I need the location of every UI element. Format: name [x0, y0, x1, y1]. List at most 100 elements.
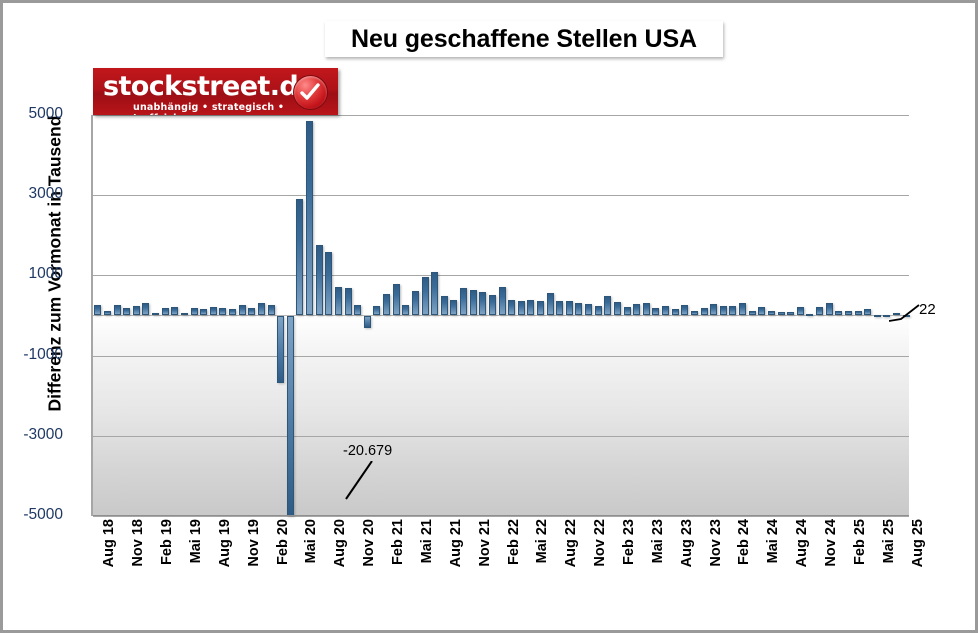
- x-axis-tick-label: Nov 21: [476, 519, 493, 567]
- bar: [873, 314, 881, 317]
- bar: [479, 291, 487, 316]
- bar: [325, 252, 333, 316]
- bar: [796, 306, 804, 316]
- bar: [123, 307, 131, 316]
- x-axis-tick-label: Mai 24: [765, 519, 782, 564]
- plot-area: [91, 115, 910, 517]
- bar: [161, 307, 169, 316]
- x-axis-tick-label: Nov 18: [130, 519, 147, 567]
- bar: [113, 304, 121, 316]
- bar: [710, 303, 718, 316]
- bar: [431, 271, 439, 316]
- bar: [508, 299, 516, 316]
- bar: [700, 308, 708, 316]
- bar: [411, 290, 419, 316]
- bar: [758, 306, 766, 316]
- bar: [306, 121, 314, 316]
- x-axis-tick-label: Mai 22: [534, 519, 551, 564]
- x-axis-tick-label: Aug 20: [332, 519, 349, 568]
- y-axis-tick-label: -3000: [23, 425, 63, 443]
- bar: [421, 276, 429, 316]
- bar: [460, 288, 467, 316]
- x-axis-tick-label: Feb 22: [505, 519, 522, 565]
- x-axis-tick-label: Mai 20: [303, 519, 320, 564]
- x-axis-tick-label: Nov 24: [823, 519, 840, 567]
- bar: [883, 314, 891, 317]
- bar: [565, 301, 573, 316]
- bar: [893, 312, 901, 316]
- x-axis-tick-label: Aug 21: [447, 519, 464, 568]
- x-axis-tick-label: Aug 18: [101, 519, 118, 568]
- bar: [267, 305, 275, 316]
- y-axis-title: Differenz zum Vormonat in Tausend: [44, 115, 65, 412]
- bar: [604, 296, 612, 316]
- x-axis-tick-label: Mai 23: [649, 519, 666, 564]
- bar: [200, 309, 208, 316]
- page-title: Neu geschaffene Stellen USA: [325, 21, 723, 57]
- bar: [334, 286, 342, 316]
- bar: [488, 295, 496, 316]
- bar: [132, 306, 140, 316]
- y-axis-tick-label: -5000: [23, 506, 63, 523]
- bar: [613, 302, 621, 316]
- bar: [854, 310, 862, 316]
- stockstreet-logo[interactable]: stockstreet.de unabhängig • strategisch …: [93, 68, 338, 115]
- bar: [219, 307, 227, 316]
- bar: [835, 311, 843, 316]
- bar: [440, 296, 448, 316]
- bar: [315, 244, 323, 316]
- bar: [690, 311, 698, 316]
- bar: [190, 308, 198, 316]
- bar: [575, 302, 583, 316]
- bar: [739, 303, 747, 316]
- bar: [806, 314, 814, 317]
- x-axis-tick-label: Feb 25: [851, 519, 868, 565]
- bar: [238, 305, 246, 316]
- last-value-leader-line: [889, 304, 920, 322]
- bar: [363, 315, 371, 328]
- bar: [209, 306, 217, 316]
- x-axis-tick-label: Nov 22: [592, 519, 609, 567]
- gridline: [93, 516, 909, 517]
- bar: [296, 199, 304, 316]
- zero-baseline: [93, 315, 909, 316]
- bar: [142, 302, 150, 316]
- bar: [94, 304, 102, 316]
- bar: [652, 308, 660, 316]
- bar: [171, 306, 179, 316]
- bar: [719, 306, 727, 316]
- x-axis-tick-label: Mai 25: [880, 519, 897, 564]
- bar: [402, 304, 410, 316]
- bar: [536, 300, 544, 316]
- covid-trough-label: -20.679: [343, 443, 393, 459]
- bar: [787, 312, 795, 316]
- bar-series: [93, 115, 910, 516]
- bar: [767, 310, 775, 316]
- x-axis-tick-label: Aug 22: [563, 519, 580, 568]
- x-axis-tick-label: Feb 23: [620, 519, 637, 565]
- bar: [777, 311, 785, 316]
- x-axis-tick-label: Aug 19: [216, 519, 233, 568]
- x-axis-tick-label: Aug 23: [678, 519, 695, 568]
- x-axis-tick-label: Aug 25: [909, 519, 926, 568]
- x-axis-tick-label: Nov 23: [707, 519, 724, 567]
- bar: [383, 294, 391, 316]
- bar: [844, 311, 852, 316]
- bar: [373, 306, 381, 316]
- bar: [527, 300, 535, 316]
- bar: [354, 304, 362, 316]
- bar: [623, 306, 631, 316]
- bar: [517, 300, 525, 316]
- bar: [257, 302, 265, 316]
- bar: [277, 315, 285, 383]
- bar: [864, 309, 872, 316]
- x-axis-tick-label: Mai 19: [187, 519, 204, 564]
- check-badge-icon: [293, 75, 328, 110]
- x-axis-tick-label: Aug 24: [794, 519, 811, 568]
- bar: [681, 304, 689, 316]
- bar: [662, 306, 670, 316]
- bar: [286, 315, 294, 516]
- logo-wordmark: stockstreet.de: [103, 71, 316, 102]
- bar: [816, 306, 824, 316]
